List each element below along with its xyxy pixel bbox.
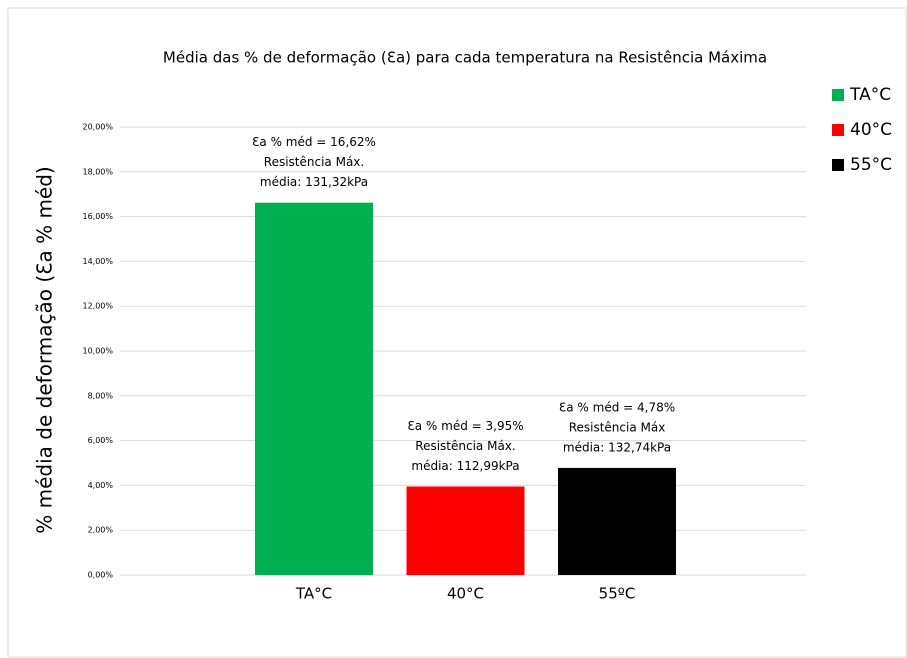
legend-label: 55°C bbox=[850, 155, 892, 175]
y-tick-label: 16,00% bbox=[82, 212, 113, 221]
y-tick-label: 2,00% bbox=[88, 526, 114, 535]
bar bbox=[558, 467, 676, 575]
bar bbox=[255, 202, 373, 575]
y-tick-label: 14,00% bbox=[82, 257, 113, 266]
bar bbox=[406, 486, 525, 575]
data-annotation: média: 132,74kPa bbox=[563, 440, 671, 454]
x-tick-label: TA°C bbox=[295, 585, 332, 603]
data-annotation: Ɛa % méd = 3,95% bbox=[407, 419, 523, 433]
x-tick-label: 55ºC bbox=[599, 585, 636, 603]
y-tick-label: 18,00% bbox=[82, 167, 113, 176]
y-tick-label: 0,00% bbox=[88, 571, 114, 580]
data-annotation: média: 131,32kPa bbox=[260, 175, 368, 189]
y-axis-title: % média de deformação (Ɛa % méd) bbox=[33, 166, 57, 533]
data-annotation: Resistência Máx. bbox=[264, 155, 364, 169]
y-tick-label: 4,00% bbox=[88, 481, 114, 490]
data-annotation: média: 112,99kPa bbox=[411, 459, 519, 473]
data-annotation: Resistência Máx. bbox=[415, 439, 515, 453]
y-tick-label: 6,00% bbox=[88, 436, 114, 445]
legend-swatch bbox=[832, 89, 844, 101]
legend-swatch bbox=[832, 159, 844, 171]
legend-label: TA°C bbox=[849, 85, 891, 105]
y-tick-label: 12,00% bbox=[82, 302, 113, 311]
legend-label: 40°C bbox=[850, 120, 892, 140]
x-tick-label: 40°C bbox=[447, 585, 484, 603]
chart-title: Média das % de deformação (Ɛa) para cada… bbox=[163, 49, 767, 67]
data-annotation: Ɛa % méd = 4,78% bbox=[559, 400, 675, 414]
legend-swatch bbox=[832, 124, 844, 136]
data-annotation: Ɛa % méd = 16,62% bbox=[252, 135, 376, 149]
y-tick-label: 20,00% bbox=[82, 123, 113, 132]
data-annotation: Resistência Máx bbox=[569, 420, 666, 434]
y-tick-label: 10,00% bbox=[82, 347, 113, 356]
y-tick-label: 8,00% bbox=[88, 391, 114, 400]
